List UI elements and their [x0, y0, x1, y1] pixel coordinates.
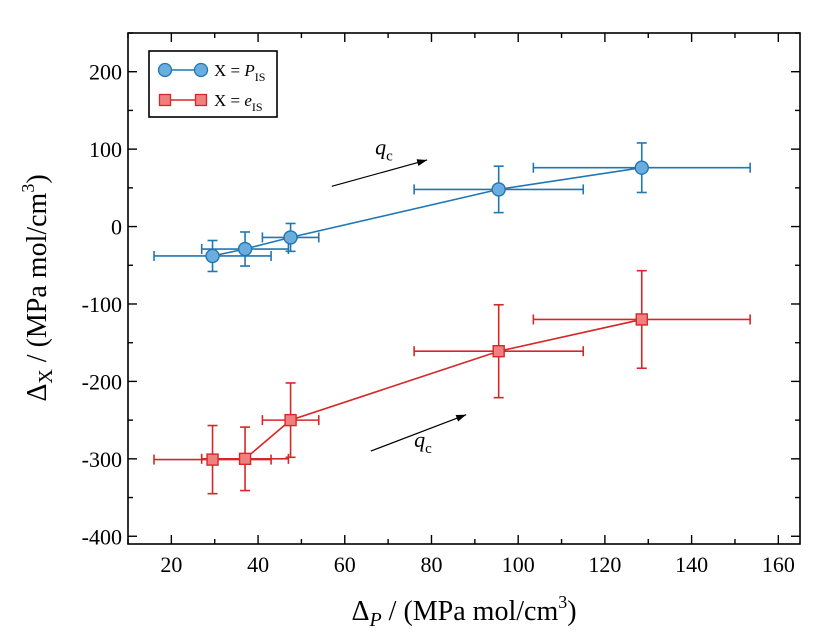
annotation-arrow-shaft: [331, 159, 428, 187]
data-point: [284, 413, 297, 427]
data-point: [634, 160, 649, 175]
legend-marker-eis-left: [158, 93, 172, 107]
x-tick-label: 40: [247, 552, 269, 577]
y-tick-label: 200: [89, 60, 122, 85]
data-point: [635, 313, 648, 326]
legend-item-pis: X = PIS: [157, 61, 265, 84]
plot-frame: [127, 32, 801, 545]
data-point: [237, 241, 253, 257]
annotation-arrow-head: [416, 159, 428, 167]
annotation-label: qc: [414, 427, 432, 457]
axis-ticks: [127, 32, 800, 544]
y-tick-label: 100: [89, 137, 122, 162]
legend: X = PIS X = eIS: [148, 50, 278, 118]
data-point: [238, 452, 252, 466]
legend-marker-pis-right: [193, 62, 209, 78]
y-tick-label: -400: [82, 524, 122, 549]
legend-marker-pis-left: [157, 62, 173, 78]
series-line: [212, 318, 642, 461]
y-tick-label: -100: [82, 292, 122, 317]
data-point: [492, 345, 505, 358]
annotation-label: qc: [375, 135, 393, 165]
x-axis-title: ΔP / (MPa mol/cm3): [351, 592, 576, 631]
y-tick-labels: -400 -300 -200 -100 0 100 200: [82, 60, 122, 550]
x-tick-label: 80: [420, 552, 442, 577]
x-tick-label: 140: [675, 552, 708, 577]
x-tick-label: 120: [588, 552, 621, 577]
y-axis-title: ΔX / (MPa mol/cm3): [18, 174, 57, 401]
annotation-arrow-shaft: [370, 414, 467, 452]
series-layer: [153, 142, 751, 495]
x-tick-label: 20: [160, 552, 182, 577]
series-line: [212, 166, 642, 257]
x-tick-label: 160: [762, 552, 795, 577]
y-tick-label: -200: [82, 369, 122, 394]
legend-item-eis: X = eIS: [158, 91, 263, 114]
y-tick-label: -300: [82, 447, 122, 472]
legend-label-pis: X = PIS: [214, 61, 265, 84]
annotation-qc: qc: [370, 414, 467, 457]
x-tick-label: 100: [502, 552, 535, 577]
data-point: [491, 182, 506, 197]
y-tick-label: 0: [111, 215, 122, 240]
x-tick-label: 60: [334, 552, 356, 577]
annotations: qc qc: [331, 135, 467, 457]
series-pis: [153, 142, 751, 273]
data-point: [206, 453, 219, 466]
legend-marker-eis-right: [194, 93, 208, 107]
annotation-qc: qc: [331, 135, 428, 187]
legend-label-eis: X = eIS: [214, 91, 263, 114]
data-point: [283, 230, 298, 245]
annotation-arrow-head: [455, 414, 467, 422]
data-point: [205, 248, 220, 264]
x-tick-labels: 20 40 60 80 100 120 140 160: [160, 552, 794, 577]
series-eis: [153, 269, 751, 495]
